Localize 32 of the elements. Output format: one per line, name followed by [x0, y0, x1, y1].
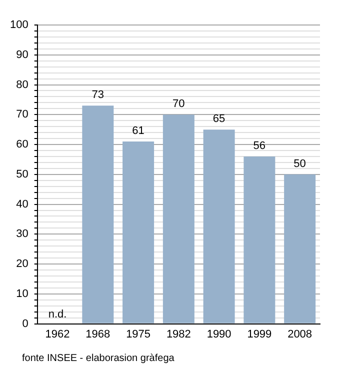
x-tick-label: 1982 [166, 328, 191, 340]
data-label: 70 [172, 98, 185, 110]
y-tick-label: 50 [16, 168, 28, 180]
x-tick-label: 1962 [45, 328, 70, 340]
x-tick-label: 2008 [288, 328, 312, 340]
data-label: 73 [92, 89, 104, 102]
bar [162, 114, 194, 324]
data-label: 61 [132, 125, 144, 138]
bar [82, 106, 114, 324]
bar [203, 130, 235, 324]
y-tick-label: 20 [16, 258, 28, 270]
y-tick-label: 80 [16, 78, 28, 91]
bar [244, 156, 276, 324]
y-tick-label: 30 [16, 228, 28, 240]
data-label: 56 [253, 140, 266, 152]
y-tick-label: 40 [16, 198, 28, 210]
bar [284, 174, 316, 324]
y-tick-label: 70 [16, 108, 28, 121]
source-note: fonte INSEE - elaborasion gràfega [22, 353, 174, 364]
bar [122, 142, 154, 324]
data-label: 50 [294, 158, 306, 170]
annotation: n.d. [48, 308, 67, 320]
y-tick-label: 0 [22, 318, 28, 330]
x-tick-label: 1999 [247, 328, 272, 340]
x-tick-label: 1968 [86, 328, 110, 340]
x-tick-label: 1975 [126, 328, 151, 340]
y-tick-label: 100 [10, 19, 28, 32]
y-tick-label: 10 [16, 288, 28, 300]
data-label: 65 [212, 113, 226, 126]
y-tick-label: 90 [16, 48, 28, 61]
x-tick-label: 1990 [206, 328, 232, 340]
y-tick-label: 60 [16, 138, 28, 151]
